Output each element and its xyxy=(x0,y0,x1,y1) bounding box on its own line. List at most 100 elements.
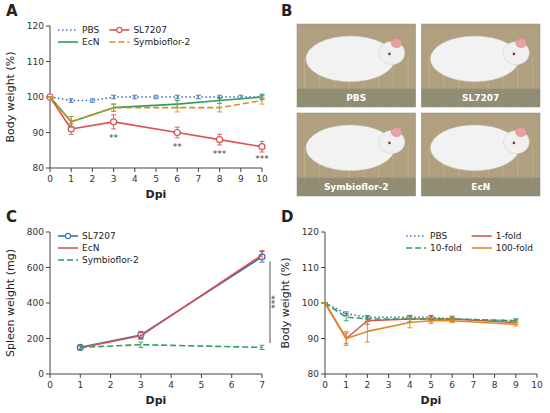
x-tick-label: 3 xyxy=(386,380,392,390)
x-tick xyxy=(515,374,516,378)
x-axis-label: Dpi xyxy=(421,394,442,407)
x-tick xyxy=(156,168,157,172)
x-tick xyxy=(171,374,172,378)
x-tick xyxy=(537,374,538,378)
legend-item: 1-fold xyxy=(472,231,522,241)
x-tick-label: 4 xyxy=(407,380,413,390)
label-bar xyxy=(422,178,541,196)
x-tick xyxy=(346,374,347,378)
label-bar xyxy=(297,89,416,107)
y-tick-label: 800 xyxy=(27,227,44,237)
mouse-photo: SL7207 xyxy=(422,24,541,107)
legend-item: Symbioflor-2 xyxy=(58,255,139,265)
x-tick xyxy=(431,374,432,378)
x-tick-label: 5 xyxy=(428,380,434,390)
legend-swatch xyxy=(109,41,129,43)
series xyxy=(47,94,265,152)
y-tick-label: 110 xyxy=(27,57,44,67)
legend-label: SL7207 xyxy=(133,25,167,35)
x-tick xyxy=(110,374,111,378)
x-tick xyxy=(92,168,93,172)
x-tick-label: 6 xyxy=(174,174,180,184)
legend-item: SL7207 xyxy=(58,231,116,241)
series-line xyxy=(325,303,516,321)
panel-letter: C xyxy=(6,208,17,226)
plot-area xyxy=(323,303,519,346)
legend-label: EcN xyxy=(82,37,99,47)
x-tick-label: 1 xyxy=(343,380,349,390)
x-tick xyxy=(409,374,410,378)
mouse-photo: Symbioflor-2 xyxy=(297,113,416,196)
legend-label: PBS xyxy=(430,231,447,241)
y-axis-label: Spleen weight (mg) xyxy=(4,249,17,357)
x-tick-label: 0 xyxy=(47,380,53,390)
series xyxy=(78,251,265,350)
series-line xyxy=(80,255,262,348)
panel-letter: B xyxy=(281,2,292,20)
x-tick xyxy=(231,374,232,378)
x-tick-label: 7 xyxy=(196,174,202,184)
legend-label: PBS xyxy=(82,25,99,35)
x-tick xyxy=(367,374,368,378)
x-tick-label: 2 xyxy=(108,380,114,390)
y-axis-label: Body weight (%) xyxy=(4,52,17,143)
photo-background xyxy=(297,113,416,196)
error-bar xyxy=(217,134,222,145)
x-tick xyxy=(262,374,263,378)
legend-label: 100-fold xyxy=(496,243,533,253)
x-tick-label: 6 xyxy=(449,380,455,390)
legend-item: EcN xyxy=(58,37,99,47)
legend-label: EcN xyxy=(82,243,99,253)
legend-swatch xyxy=(406,235,426,237)
x-tick xyxy=(177,168,178,172)
x-tick-label: 6 xyxy=(229,380,235,390)
y-tick-label: 0 xyxy=(38,369,44,379)
x-tick-label: 5 xyxy=(153,174,159,184)
x-tick xyxy=(134,168,135,172)
photo-label: PBS xyxy=(346,93,366,103)
legend-marker xyxy=(117,27,122,32)
figure: A0123456789108090100110120DpiBody weight… xyxy=(0,0,550,413)
photo-background xyxy=(422,113,541,196)
significance-label: *** xyxy=(255,154,269,164)
x-tick-label: 4 xyxy=(132,174,138,184)
legend-swatch xyxy=(58,247,78,249)
mouse-ear xyxy=(391,128,402,137)
error-bar xyxy=(175,95,180,99)
photo-background xyxy=(422,24,541,107)
x-tick-label: 7 xyxy=(471,380,477,390)
x-tick xyxy=(50,374,51,378)
x-tick xyxy=(71,168,72,172)
y-tick-label: 120 xyxy=(302,227,319,237)
mouse-photo: PBS xyxy=(297,24,416,107)
x-tick-label: 8 xyxy=(492,380,498,390)
x-tick xyxy=(140,374,141,378)
y-tick-label: 600 xyxy=(27,263,44,273)
plot-area xyxy=(47,94,265,152)
panel: A0123456789108090100110120DpiBody weight… xyxy=(4,2,269,201)
y-tick xyxy=(46,26,50,27)
x-axis-label: Dpi xyxy=(146,188,167,201)
legend-label: Symbioflor-2 xyxy=(133,37,190,47)
y-tick xyxy=(321,267,325,268)
y-tick xyxy=(321,338,325,339)
significance-label: ** xyxy=(173,142,183,152)
x-tick xyxy=(452,374,453,378)
x-tick-label: 4 xyxy=(168,380,174,390)
x-tick-label: 1 xyxy=(68,174,74,184)
x-tick-label: 9 xyxy=(513,380,519,390)
panel-letter: A xyxy=(6,2,18,20)
error-bar xyxy=(175,127,180,138)
y-axis-label: Body weight (%) xyxy=(279,258,292,349)
y-tick-label: 80 xyxy=(308,369,320,379)
y-tick-label: 90 xyxy=(33,128,45,138)
legend-item: 10-fold xyxy=(406,243,462,253)
y-tick-label: 110 xyxy=(302,263,319,273)
legend-swatch xyxy=(58,41,78,43)
y-tick xyxy=(46,374,50,375)
marker xyxy=(174,130,180,136)
panel: D0123456789108090100110120DpiBody weight… xyxy=(279,208,543,407)
y-tick xyxy=(46,168,50,169)
mouse-eye xyxy=(388,142,391,145)
legend-item: PBS xyxy=(406,231,447,241)
